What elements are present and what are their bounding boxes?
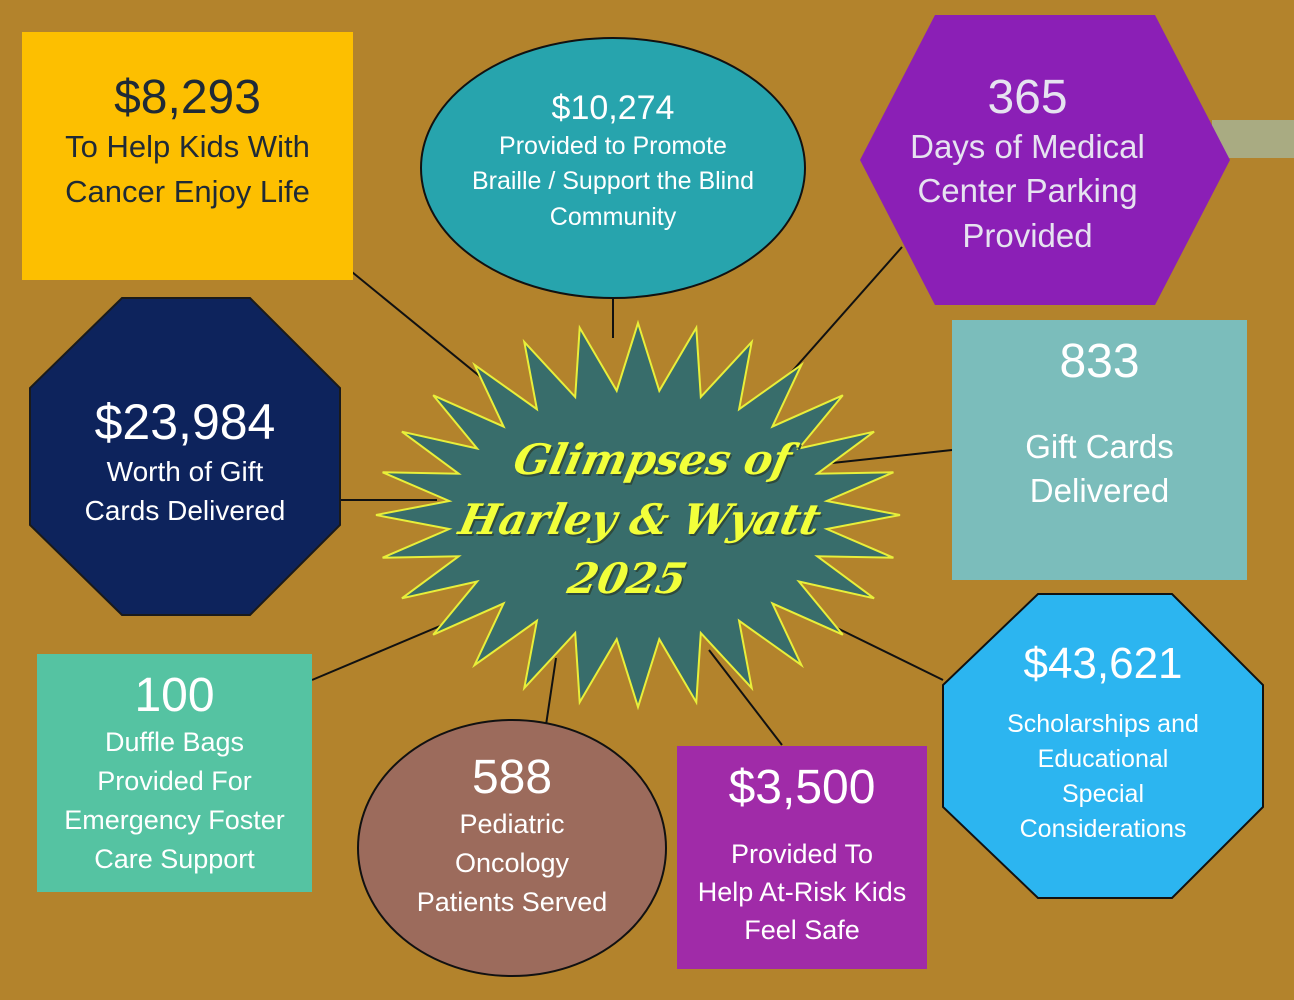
- title-starburst: [375, 319, 901, 711]
- duffle-line-2: Provided For: [97, 765, 252, 796]
- duffle-line-4: Care Support: [94, 844, 255, 875]
- pediatric-stat: 588 Pediatric Oncology Patients Served: [358, 751, 666, 922]
- gift-count-line-2: Delivered: [1029, 472, 1170, 510]
- pediatric-line-2: Oncology: [454, 847, 570, 878]
- at-risk-box: [677, 746, 927, 969]
- at-risk-value: $3,500: [728, 761, 876, 814]
- connector-gift-count: [822, 449, 953, 465]
- at-risk-line-3: Feel Safe: [744, 915, 860, 946]
- braille-line-1: Provided to Promote: [499, 131, 727, 160]
- gift-count-line-1: Gift Cards: [1025, 427, 1174, 465]
- duffle-line-1: Duffle Bags: [104, 726, 245, 757]
- duffle-box: [37, 654, 312, 892]
- scholarships-octagon: [942, 593, 1264, 899]
- connector-pediatric: [545, 657, 557, 726]
- gift-count-stat: 833 Gift Cards Delivered: [952, 335, 1247, 514]
- duffle-value: 100: [134, 669, 215, 722]
- gift-worth-line-2: Cards Delivered: [84, 494, 286, 526]
- connector-at-risk: [708, 649, 783, 746]
- scholarships-stat: $43,621 Scholarships and Educational Spe…: [943, 638, 1263, 847]
- at-risk-line-1: Provided To: [730, 838, 874, 869]
- kids-cancer-value: $8,293: [114, 71, 261, 124]
- at-risk-line-2: Help At-Risk Kids: [697, 877, 907, 908]
- pediatric-line-3: Patients Served: [416, 887, 608, 918]
- kids-cancer-line-1: To Help Kids With: [65, 128, 310, 164]
- gift-count-box: [952, 320, 1247, 580]
- parking-hexagon: [860, 15, 1230, 305]
- scholarships-value: $43,621: [1023, 639, 1183, 688]
- braille-line-3: Community: [549, 202, 677, 231]
- gift-worth-value: $23,984: [94, 394, 276, 450]
- kids-cancer-line-2: Cancer Enjoy Life: [65, 173, 310, 209]
- scholarships-line-3: Special: [1062, 779, 1144, 808]
- parking-value: 365: [987, 71, 1068, 124]
- title-line-1: Glimpses of: [509, 435, 797, 484]
- parking-line-1: Days of Medical: [910, 127, 1145, 165]
- parking-line-2: Center Parking: [917, 172, 1138, 210]
- scholarships-line-4: Considerations: [1019, 814, 1187, 843]
- at-risk-stat: $3,500 Provided To Help At-Risk Kids Fee…: [677, 761, 927, 950]
- gift-count-value: 833: [1059, 335, 1140, 388]
- braille-oval: [420, 37, 806, 299]
- gift-worth-line-1: Worth of Gift: [106, 455, 264, 487]
- scholarships-line-1: Scholarships and: [1007, 709, 1199, 738]
- gift-worth-octagon: [29, 297, 341, 616]
- pediatric-value: 588: [471, 751, 553, 804]
- pediatric-line-1: Pediatric: [459, 808, 565, 839]
- duffle-stat: 100 Duffle Bags Provided For Emergency F…: [37, 669, 312, 879]
- gift-worth-stat: $23,984 Worth of Gift Cards Delivered: [30, 394, 340, 530]
- braille-value: $10,274: [551, 89, 675, 127]
- kids-cancer-stat: $8,293 To Help Kids With Cancer Enjoy Li…: [22, 71, 353, 215]
- pediatric-oval: [357, 719, 667, 977]
- infographic-title: Glimpses of Harley & Wyatt 2025: [411, 430, 869, 609]
- braille-stat: $10,274 Provided to Promote Braille / Su…: [421, 88, 805, 235]
- kids-cancer-box: [22, 32, 353, 280]
- parking-line-3: Provided: [962, 216, 1093, 254]
- title-line-3: 2025: [563, 554, 692, 604]
- braille-line-2: Braille / Support the Blind: [471, 167, 755, 196]
- parking-stat: 365 Days of Medical Center Parking Provi…: [865, 71, 1190, 258]
- title-line-2: Harley & Wyatt: [454, 494, 826, 544]
- duffle-line-3: Emergency Foster: [64, 805, 285, 836]
- scholarships-line-2: Educational: [1037, 744, 1169, 773]
